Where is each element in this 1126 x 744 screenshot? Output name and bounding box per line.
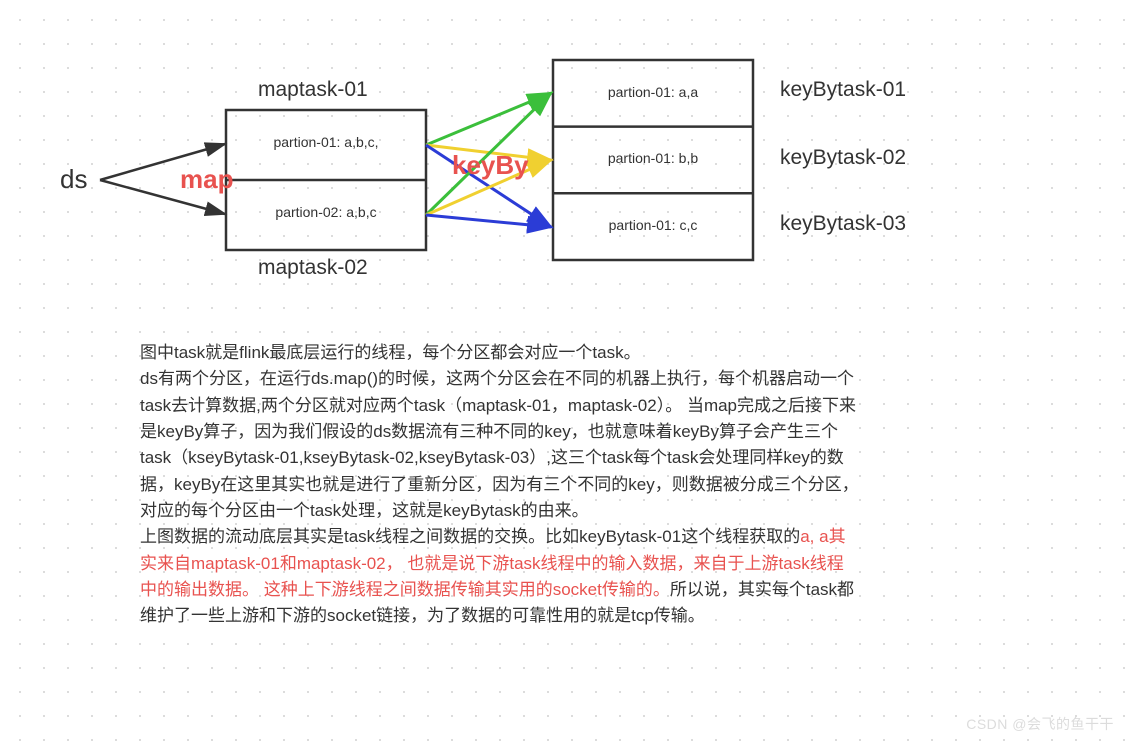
maptask-top-label: maptask-01 bbox=[258, 78, 368, 102]
keybytask-label3: keyBytask-03 bbox=[780, 212, 906, 236]
keyby-cell2: partion-01: b,b bbox=[553, 150, 753, 166]
keybytask-label1: keyBytask-01 bbox=[780, 78, 906, 102]
keybytask-label2: keyBytask-02 bbox=[780, 146, 906, 170]
map-op-label: map bbox=[180, 164, 233, 195]
desc-p3: 上图数据的流动底层其实是task线程之间数据的交换。比如keyBytask-01… bbox=[140, 524, 860, 629]
desc-p1: 图中task就是flink最底层运行的线程，每个分区都会对应一个task。 bbox=[140, 340, 860, 366]
flink-task-diagram: ds maptask-01 maptask-02 partion-01: a,b… bbox=[0, 50, 1126, 310]
maptask-bottom-label: maptask-02 bbox=[258, 256, 368, 280]
watermark: CSDN @会飞的鱼干干 bbox=[966, 714, 1114, 734]
m1-to-k1 bbox=[426, 93, 551, 145]
ds-label: ds bbox=[60, 164, 87, 195]
desc-p3a: 上图数据的流动底层其实是task线程之间数据的交换。比如keyBytask-01… bbox=[140, 527, 800, 546]
desc-p2: ds有两个分区，在运行ds.map()的时候，这两个分区会在不同的机器上执行，每… bbox=[140, 366, 860, 524]
maptask-cell1: partion-01: a,b,c, bbox=[226, 134, 426, 150]
keyby-cell3: partion-01: c,c bbox=[553, 217, 753, 233]
m2-to-k3 bbox=[426, 215, 551, 227]
maptask-cell2: partion-02: a,b,c bbox=[226, 204, 426, 220]
keyby-cell1: partion-01: a,a bbox=[553, 84, 753, 100]
keyby-op-label: keyBy bbox=[452, 150, 529, 181]
description-block: 图中task就是flink最底层运行的线程，每个分区都会对应一个task。 ds… bbox=[140, 340, 860, 630]
